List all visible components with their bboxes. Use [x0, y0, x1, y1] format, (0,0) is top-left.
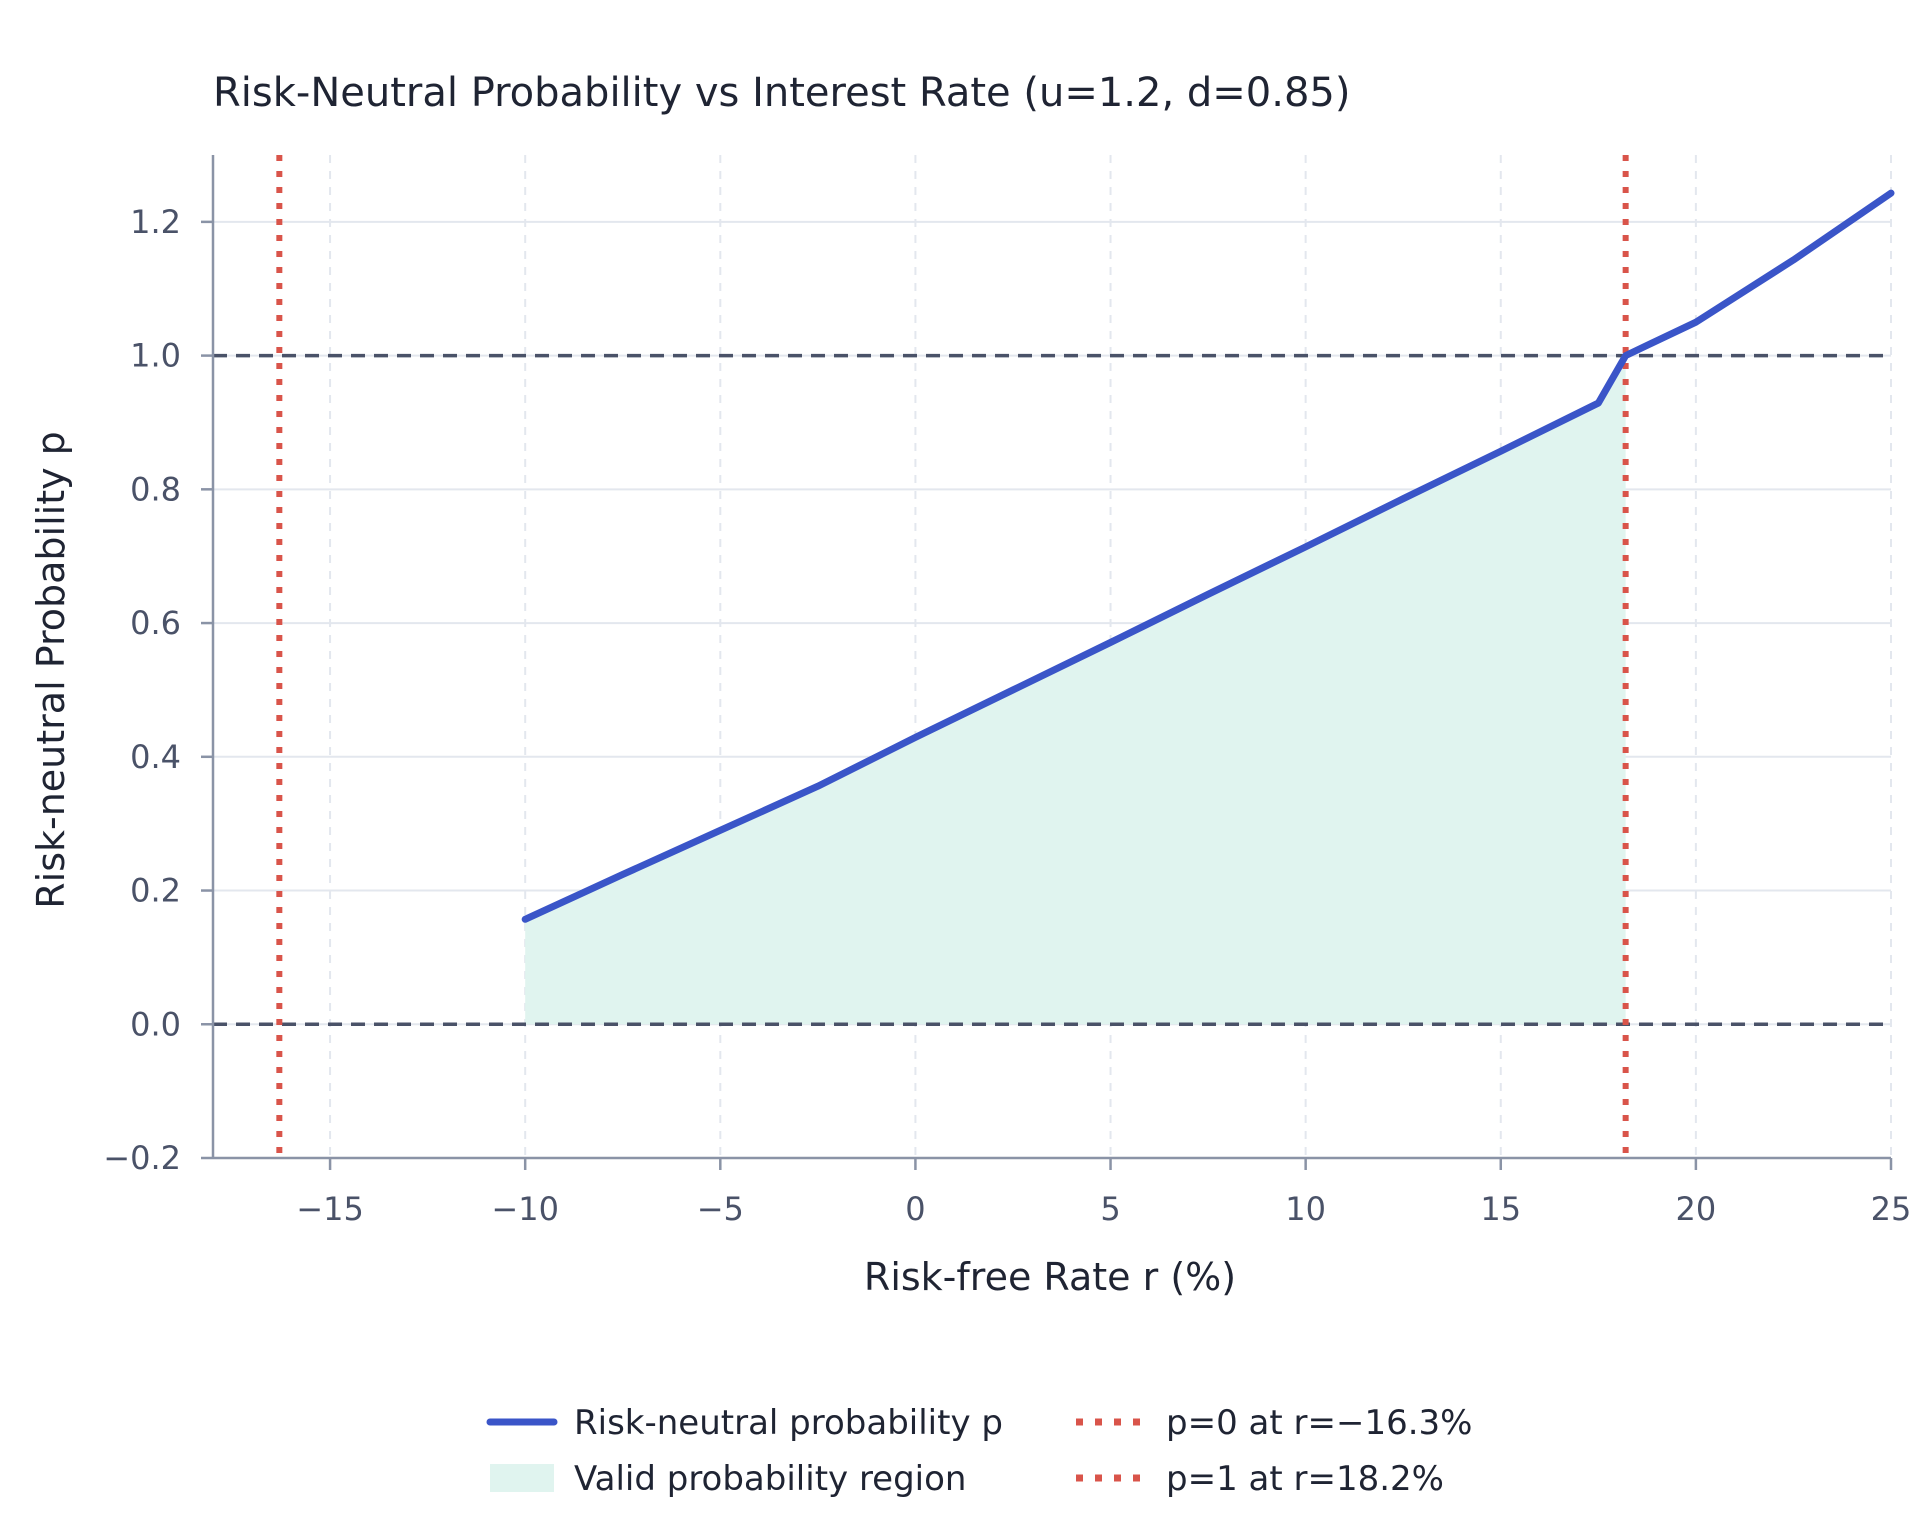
y-tick-label: 0.2	[130, 872, 181, 910]
y-tick-label: 1.2	[130, 203, 181, 241]
x-tick-label: 25	[1871, 1190, 1912, 1228]
y-tick-label: 0.4	[130, 738, 181, 776]
y-tick-label: 1.0	[130, 337, 181, 375]
x-axis-label: Risk-free Rate r (%)	[864, 1255, 1236, 1299]
y-tick-label: 0.6	[130, 604, 181, 642]
series-line-risk-neutral-probability	[521, 189, 1895, 923]
axes	[201, 155, 1893, 1170]
legend-label: p=0 at r=−16.3%	[1166, 1403, 1472, 1443]
reference-hlines	[213, 353, 1891, 1027]
x-tick-label: −5	[697, 1190, 744, 1228]
valid-probability-region	[525, 355, 1626, 1025]
legend-swatch-fill	[490, 1464, 554, 1492]
reference-vlines	[276, 155, 1629, 1158]
x-tick-label: 20	[1676, 1190, 1717, 1228]
y-tick-label: 0.0	[130, 1005, 181, 1043]
legend-label: Risk-neutral probability p	[574, 1403, 1003, 1443]
legend: Risk-neutral probability p Valid probabil…	[486, 1403, 1472, 1499]
legend-entry: Valid probability region	[490, 1459, 966, 1499]
x-tick-label: 15	[1480, 1190, 1521, 1228]
legend-entry: p=1 at r=18.2%	[1076, 1459, 1444, 1499]
legend-entry: Risk-neutral probability p	[486, 1403, 1003, 1443]
legend-label: Valid probability region	[574, 1459, 966, 1499]
legend-entry: p=0 at r=−16.3%	[1076, 1403, 1472, 1443]
tick-labels: −0.2 0.0 0.2 0.4 0.6 0.8 1.0 1.2 −15 −10 −5 0 5 10 15 2…	[103, 203, 1911, 1228]
x-tick-label: 0	[905, 1190, 925, 1228]
legend-label: p=1 at r=18.2%	[1166, 1459, 1444, 1499]
fill-layer	[525, 355, 1626, 1025]
x-tick-label: 5	[1100, 1190, 1120, 1228]
x-tick-label: −15	[296, 1190, 364, 1228]
x-tick-label: 10	[1285, 1190, 1326, 1228]
series-layer	[521, 189, 1895, 923]
y-tick-label: −0.2	[103, 1139, 181, 1177]
y-tick-label: 0.8	[130, 470, 181, 508]
y-axis-label: Risk-neutral Probability p	[29, 431, 73, 909]
x-tick-label: −10	[491, 1190, 559, 1228]
chart-title: Risk-Neutral Probability vs Interest Rat…	[213, 70, 1350, 116]
